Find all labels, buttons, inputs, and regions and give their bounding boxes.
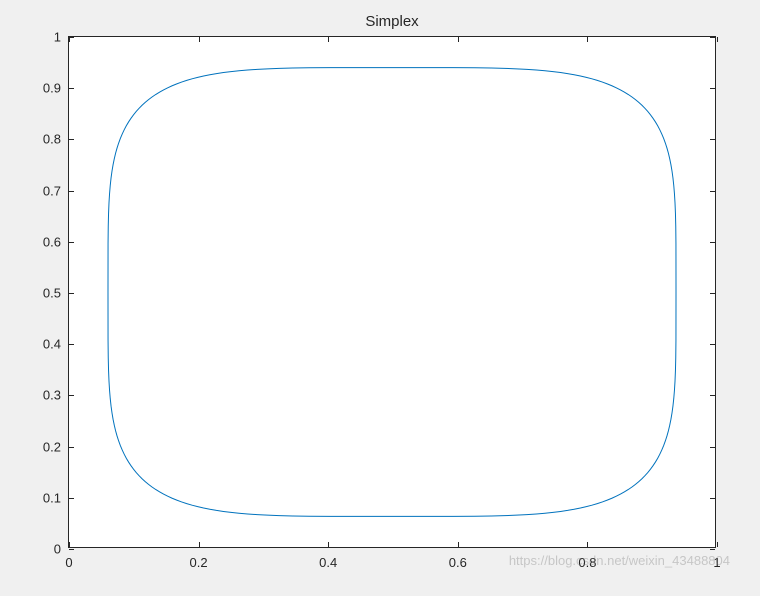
x-tick-label: 0.8 xyxy=(578,555,596,570)
series-line xyxy=(108,68,676,517)
x-tick-label: 0.4 xyxy=(319,555,337,570)
watermark: https://blog.csdn.net/weixin_43488804 xyxy=(509,553,730,568)
x-tick-mark xyxy=(199,37,200,42)
y-tick-mark xyxy=(69,293,74,294)
y-tick-label: 0.9 xyxy=(21,81,61,96)
y-tick-label: 0.4 xyxy=(21,337,61,352)
x-tick-mark xyxy=(717,542,718,547)
y-tick-mark xyxy=(69,191,74,192)
y-tick-mark xyxy=(710,549,715,550)
x-tick-mark xyxy=(458,37,459,42)
y-tick-mark xyxy=(710,395,715,396)
chart-title: Simplex xyxy=(69,13,715,30)
y-tick-mark xyxy=(69,395,74,396)
x-tick-mark xyxy=(328,37,329,42)
x-tick-mark xyxy=(328,542,329,547)
x-tick-mark xyxy=(717,37,718,42)
x-tick-mark xyxy=(587,542,588,547)
y-tick-mark xyxy=(69,498,74,499)
y-tick-label: 0.3 xyxy=(21,388,61,403)
y-tick-mark xyxy=(710,139,715,140)
plot-area xyxy=(69,37,715,547)
y-tick-label: 0.8 xyxy=(21,132,61,147)
y-tick-label: 1 xyxy=(21,30,61,45)
y-tick-mark xyxy=(69,242,74,243)
y-tick-mark xyxy=(69,88,74,89)
y-tick-mark xyxy=(710,498,715,499)
y-tick-mark xyxy=(710,37,715,38)
y-tick-mark xyxy=(710,447,715,448)
y-tick-mark xyxy=(69,344,74,345)
y-tick-mark xyxy=(69,549,74,550)
y-tick-mark xyxy=(69,447,74,448)
y-tick-mark xyxy=(69,139,74,140)
x-tick-label: 0 xyxy=(65,555,72,570)
x-tick-label: 1 xyxy=(713,555,720,570)
y-tick-mark xyxy=(710,293,715,294)
axes: Simplex 00.20.40.60.8100.10.20.30.40.50.… xyxy=(68,36,716,548)
y-tick-label: 0.2 xyxy=(21,439,61,454)
y-tick-label: 0.6 xyxy=(21,234,61,249)
y-tick-label: 0 xyxy=(21,542,61,557)
y-tick-mark xyxy=(710,242,715,243)
x-tick-label: 0.2 xyxy=(190,555,208,570)
y-tick-label: 0.7 xyxy=(21,183,61,198)
y-tick-mark xyxy=(69,37,74,38)
x-tick-mark xyxy=(587,37,588,42)
y-tick-label: 0.5 xyxy=(21,286,61,301)
x-tick-mark xyxy=(69,542,70,547)
x-tick-mark xyxy=(199,542,200,547)
y-tick-mark xyxy=(710,344,715,345)
y-tick-mark xyxy=(710,88,715,89)
figure: Simplex 0 0.2 0.4 0.6 0.8 1 0 0.1 0.2 0.3 0.4 0.5 0.… xyxy=(0,0,760,596)
y-tick-label: 0.1 xyxy=(21,490,61,505)
x-tick-label: 0.6 xyxy=(449,555,467,570)
y-tick-mark xyxy=(710,191,715,192)
x-tick-mark xyxy=(458,542,459,547)
